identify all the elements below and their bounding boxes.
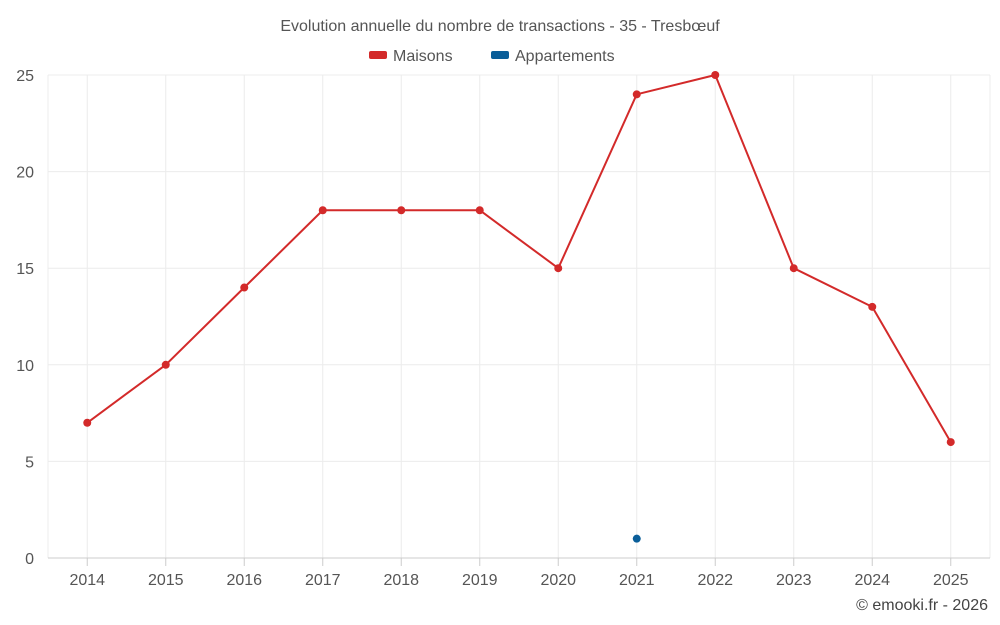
data-point-maisons (240, 283, 249, 292)
y-tick-label: 25 (16, 68, 34, 85)
x-tick-label: 2017 (305, 572, 341, 589)
data-point-maisons (83, 418, 92, 427)
x-tick-label: 2014 (69, 572, 105, 589)
data-point-maisons (161, 360, 170, 369)
data-point-maisons (711, 71, 720, 79)
data-point-appartements (632, 534, 641, 543)
x-tick-label: 2021 (619, 572, 655, 589)
x-tick-label: 2024 (854, 572, 890, 589)
data-point-maisons (475, 206, 484, 215)
data-point-maisons (318, 206, 327, 215)
x-tick-label: 2018 (383, 572, 419, 589)
x-tick-label: 2015 (148, 572, 184, 589)
x-tick-label: 2019 (462, 572, 498, 589)
legend-label-maisons: Maisons (393, 48, 453, 65)
legend-swatch-appartements (491, 51, 509, 59)
data-point-maisons (397, 206, 406, 215)
legend: Maisons Appartements (369, 48, 615, 65)
y-axis: 0 5 10 15 20 25 (16, 68, 34, 568)
x-tick-label: 2025 (933, 572, 969, 589)
grid (47, 74, 991, 558)
y-tick-label: 5 (25, 454, 34, 471)
series-layer (83, 71, 955, 543)
x-tick-label: 2016 (226, 572, 262, 589)
legend-swatch-maisons (369, 51, 387, 59)
y-tick-label: 0 (25, 551, 34, 568)
x-tick-label: 2020 (540, 572, 576, 589)
data-point-maisons (789, 264, 798, 273)
x-tick-label: 2022 (697, 572, 733, 589)
y-tick-label: 20 (16, 165, 34, 182)
series-line-maisons (86, 74, 952, 443)
x-axis: 2014 2015 2016 2017 2018 2019 2020 2021 2022 2023… (48, 557, 990, 589)
y-tick-label: 15 (16, 261, 34, 278)
data-point-maisons (868, 302, 877, 311)
chart-title: Evolution annuelle du nombre de transact… (280, 18, 720, 35)
data-point-maisons (946, 438, 955, 447)
data-point-maisons (632, 90, 641, 99)
credit: © emooki.fr - 2026 (856, 597, 988, 614)
legend-label-appartements: Appartements (515, 48, 615, 65)
data-point-maisons (554, 264, 563, 273)
y-tick-label: 10 (16, 358, 34, 375)
x-tick-label: 2023 (776, 572, 812, 589)
